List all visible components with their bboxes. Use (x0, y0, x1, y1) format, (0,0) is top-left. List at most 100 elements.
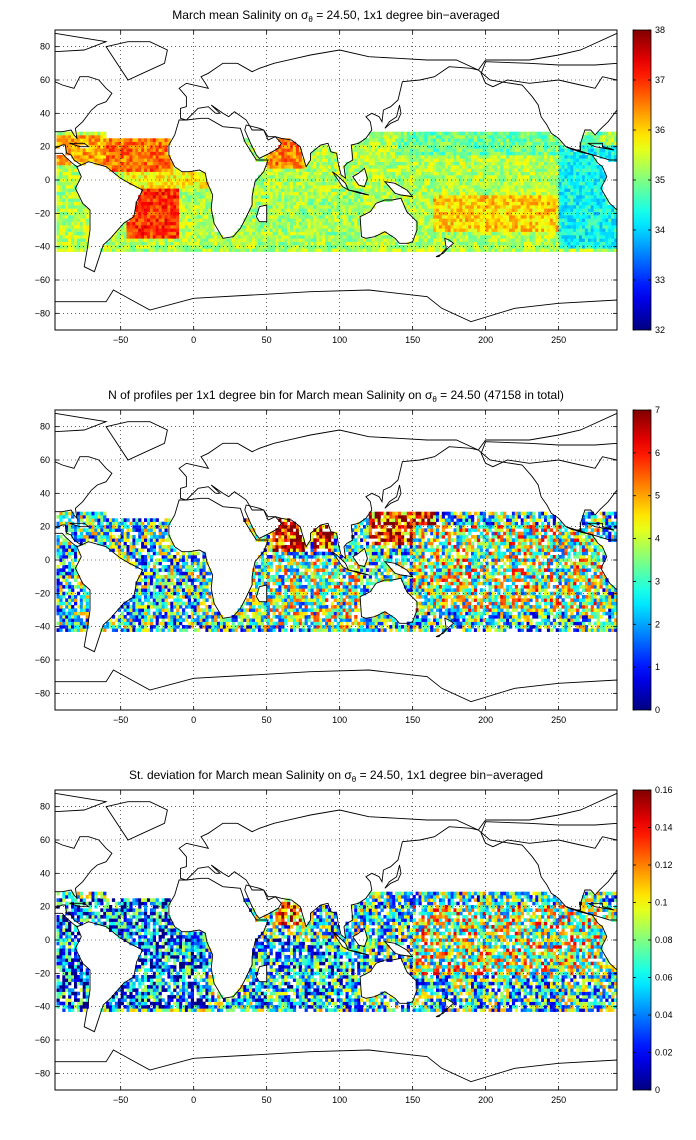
data-cell (576, 215, 580, 219)
data-cell (538, 161, 542, 166)
data-cell (360, 188, 364, 192)
data-cell (471, 201, 475, 206)
data-cell (319, 201, 323, 206)
data-cell (141, 178, 145, 182)
data-cell (325, 198, 329, 202)
data-cell (217, 245, 221, 249)
data-cell (476, 215, 481, 219)
data-cell (406, 245, 411, 249)
data-cell (471, 185, 475, 189)
data-cell (182, 191, 186, 196)
data-cell (360, 201, 364, 206)
data-cell (164, 201, 168, 206)
data-cell (129, 181, 133, 186)
data-cell (567, 198, 571, 202)
data-cell (506, 241, 510, 246)
data-cell (520, 151, 524, 156)
data-cell (111, 165, 116, 169)
data-cell (479, 235, 484, 239)
data-cell (438, 138, 443, 142)
data-cell (424, 225, 428, 229)
data-cell (459, 238, 463, 242)
data-cell (476, 241, 481, 246)
data-cell (526, 175, 530, 179)
data-cell (62, 241, 66, 246)
data-cell (532, 218, 536, 222)
data-cell (120, 231, 124, 236)
data-cell (68, 168, 72, 172)
data-cell (427, 155, 431, 159)
data-cell (281, 191, 285, 196)
data-cell (330, 211, 335, 216)
data-cell (450, 161, 454, 166)
data-cell (561, 181, 565, 186)
data-cell (266, 235, 270, 239)
data-cell (176, 218, 180, 222)
data-cell (465, 148, 469, 152)
data-cell (412, 145, 416, 149)
data-cell (401, 248, 405, 252)
data-cell (517, 248, 521, 252)
data-cell (561, 231, 565, 236)
data-cell (389, 245, 393, 249)
data-cell (500, 218, 504, 222)
data-cell (374, 245, 378, 249)
data-cell (129, 238, 133, 242)
data-cell (438, 185, 443, 189)
data-cell (523, 131, 527, 136)
data-cell (471, 221, 475, 226)
data-cell (71, 171, 75, 176)
data-cell (491, 245, 495, 249)
data-cell (418, 171, 422, 176)
data-cell (430, 131, 434, 136)
data-cell (322, 235, 326, 239)
data-cell (409, 131, 413, 136)
data-cell (176, 195, 180, 199)
data-cell (187, 205, 192, 209)
data-cell (465, 215, 469, 219)
data-cell (257, 185, 262, 189)
data-cell (500, 241, 504, 246)
data-cell (71, 198, 75, 202)
data-cell (263, 235, 267, 239)
data-cell (567, 175, 571, 179)
data-cell (307, 215, 311, 219)
data-cell (479, 208, 484, 212)
data-cell (76, 145, 81, 149)
data-cell (576, 195, 580, 199)
data-cell (106, 151, 110, 156)
data-cell (135, 241, 139, 246)
data-cell (363, 205, 367, 209)
data-cell (82, 221, 86, 226)
data-cell (363, 158, 367, 162)
data-cell (380, 195, 384, 199)
data-cell (196, 235, 200, 239)
data-cell (555, 185, 559, 189)
data-cell (310, 198, 314, 202)
data-cell (427, 205, 431, 209)
data-cell (342, 198, 346, 202)
data-cell (526, 161, 530, 166)
data-cell (187, 245, 192, 249)
data-cell (196, 198, 200, 202)
data-cell (176, 208, 180, 212)
data-cell (506, 131, 510, 136)
data-cell (68, 201, 72, 206)
data-cell (328, 248, 332, 252)
data-cell (520, 248, 524, 252)
data-cell (546, 238, 551, 242)
data-cell (509, 148, 513, 152)
data-cell (255, 241, 259, 246)
data-cell (365, 138, 370, 142)
data-cell (307, 188, 311, 192)
data-cell (485, 201, 489, 206)
data-cell (365, 191, 370, 196)
data-cell (579, 241, 583, 246)
data-cell (436, 131, 440, 136)
data-cell (503, 135, 507, 139)
data-cell (424, 218, 428, 222)
data-cell (56, 235, 60, 239)
data-cell (473, 241, 478, 246)
data-cell (158, 181, 162, 186)
data-cell (322, 155, 326, 159)
